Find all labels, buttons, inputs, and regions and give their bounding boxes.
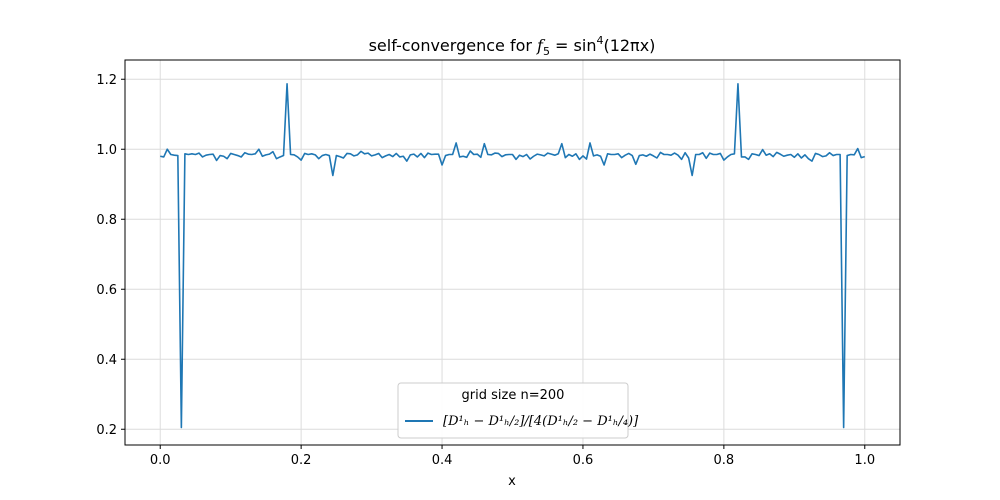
plot-frame: [124, 59, 901, 446]
ticks: 0.0 0.2 0.4 0.6 0.8 1.0 0.2 0.4 0.6 0.8 1.0 1.2: [96, 73, 875, 468]
x-tick-label: 1.0: [854, 453, 875, 468]
legend-box: [397, 382, 629, 439]
y-tick-label: 0.2: [96, 423, 117, 438]
axes: [124, 59, 901, 446]
x-axis-label: x: [508, 474, 516, 489]
y-tick-label: 1.2: [96, 73, 117, 88]
y-tick-label: 0.8: [96, 213, 117, 228]
x-tick-label: 0.6: [573, 453, 594, 468]
series-layer: [160, 83, 865, 429]
grid: [125, 60, 900, 445]
x-tick-label: 0.2: [291, 453, 312, 468]
y-tick-label: 1.0: [96, 143, 117, 158]
chart-title: self-convergence for f5 = sin4(12πx): [369, 34, 656, 58]
series-line: [160, 83, 865, 429]
x-tick-label: 0.0: [150, 453, 171, 468]
y-tick-label: 0.6: [96, 283, 117, 298]
x-tick-label: 0.4: [432, 453, 453, 468]
legend: grid size n=200 [D¹ₕ − D¹ₕ/₂]/[4(D¹ₕ/₂ −…: [397, 382, 639, 439]
legend-entry-label: [D¹ₕ − D¹ₕ/₂]/[4(D¹ₕ/₂ − D¹ₕ/₄)]: [443, 414, 639, 429]
x-tick-label: 0.8: [714, 453, 735, 468]
legend-title: grid size n=200: [462, 388, 565, 403]
y-tick-label: 0.4: [96, 353, 117, 368]
